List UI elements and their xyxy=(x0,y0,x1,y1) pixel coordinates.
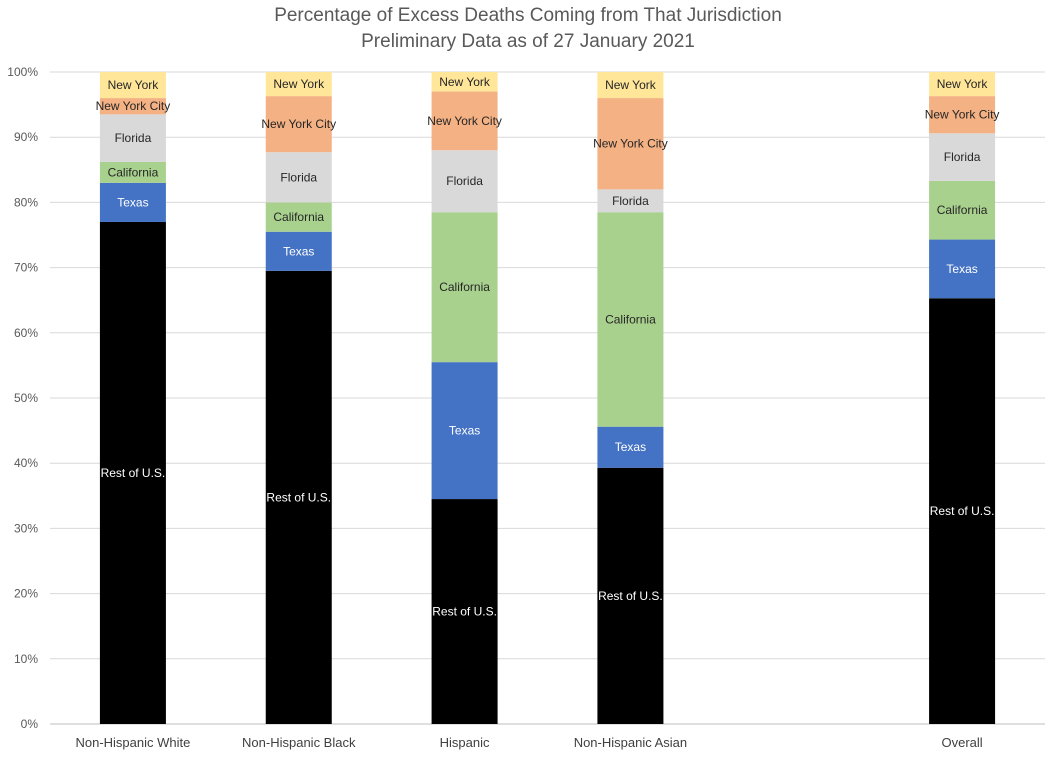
segment-label: California xyxy=(937,203,988,217)
segment-label: Texas xyxy=(615,440,646,454)
segment-label: New York xyxy=(273,77,325,91)
segment-label: Texas xyxy=(283,244,314,258)
segment-label: New York xyxy=(605,78,657,92)
segment-label: Rest of U.S. xyxy=(598,589,663,603)
bars: Rest of U.S. Texas California Florida New Yo… xyxy=(96,72,1000,724)
bar-segment xyxy=(99,161,166,183)
bar-segment xyxy=(597,98,664,190)
bar-segment xyxy=(597,189,664,213)
bar-segment xyxy=(431,362,498,500)
bar-segment xyxy=(929,96,996,134)
y-tick-label: 10% xyxy=(14,652,38,666)
x-axis-categories: Non-Hispanic White Non-Hispanic Black Hisp… xyxy=(75,735,982,750)
x-category-label: Non-Hispanic Black xyxy=(242,735,356,750)
bar-segment xyxy=(265,152,332,203)
y-tick-label: 20% xyxy=(14,587,38,601)
segment-label: Florida xyxy=(944,150,981,164)
bar-segment xyxy=(99,98,166,115)
bar-segment xyxy=(265,202,332,232)
bar-stack: Rest of U.S. Texas California Florida New Yo… xyxy=(427,72,502,724)
bar-segment xyxy=(597,426,664,468)
bar-segment xyxy=(431,91,498,151)
segment-label: Rest of U.S. xyxy=(101,466,166,480)
bar-segment xyxy=(597,72,664,99)
y-tick-label: 50% xyxy=(14,391,38,405)
y-tick-label: 30% xyxy=(14,521,38,535)
x-category-label: Non-Hispanic White xyxy=(75,735,190,750)
chart-title: Percentage of Excess Deaths Coming from … xyxy=(274,5,782,26)
x-category-label: Overall xyxy=(941,735,982,750)
bar-segment xyxy=(99,72,166,99)
bar-segment xyxy=(431,150,498,213)
bar-segment xyxy=(929,239,996,299)
segment-label: California xyxy=(605,312,656,326)
segment-label: Florida xyxy=(115,131,152,145)
bar-segment xyxy=(431,212,498,363)
segment-label: Florida xyxy=(446,174,483,188)
bar-segment xyxy=(929,72,996,97)
bar-stack: Rest of U.S. Texas California Florida New Yo… xyxy=(96,72,171,724)
bar-segment xyxy=(431,72,498,92)
bar-stack: Rest of U.S. Texas California Florida New Yo… xyxy=(593,72,668,724)
bar-segment xyxy=(99,182,166,222)
bar-segment xyxy=(431,499,498,724)
segment-label: Florida xyxy=(612,194,649,208)
segment-label: Rest of U.S. xyxy=(432,605,497,619)
bar-segment xyxy=(265,231,332,271)
gridlines xyxy=(50,71,1045,725)
y-tick-label: 40% xyxy=(14,456,38,470)
segment-label: New York City xyxy=(925,108,1000,122)
x-category-label: Hispanic xyxy=(440,735,490,750)
segment-label: Rest of U.S. xyxy=(930,504,995,518)
bar-segment xyxy=(597,467,664,724)
bar-segment xyxy=(265,72,332,97)
segment-label: Texas xyxy=(449,424,480,438)
bar-segment xyxy=(99,221,166,724)
y-tick-label: 80% xyxy=(14,195,38,209)
segment-label: Texas xyxy=(117,195,148,209)
segment-label: California xyxy=(273,210,324,224)
y-tick-label: 60% xyxy=(14,326,38,340)
segment-label: New York City xyxy=(427,114,502,128)
bar-segment xyxy=(265,96,332,153)
segment-label: California xyxy=(108,165,159,179)
segment-label: New York xyxy=(439,75,491,89)
bar-stack: Rest of U.S. Texas California Florida New Yo… xyxy=(261,72,336,724)
y-tick-label: 100% xyxy=(7,65,38,79)
bar-segment xyxy=(929,180,996,240)
segment-label: New York City xyxy=(261,117,336,131)
bar-segment xyxy=(929,133,996,181)
segment-label: New York City xyxy=(593,137,668,151)
bar-stack: Rest of U.S. Texas California Florida New Yo… xyxy=(925,72,1000,724)
segment-label: Florida xyxy=(280,170,317,184)
bar-segment xyxy=(99,114,166,162)
segment-label: New York xyxy=(108,78,160,92)
segment-label: New York City xyxy=(96,99,171,113)
segment-label: California xyxy=(439,280,490,294)
segment-label: New York xyxy=(937,77,989,91)
y-tick-label: 70% xyxy=(14,261,38,275)
chart-subtitle: Preliminary Data as of 27 January 2021 xyxy=(361,31,695,52)
bar-segment xyxy=(265,270,332,724)
x-category-label: Non-Hispanic Asian xyxy=(574,735,687,750)
y-tick-label: 0% xyxy=(21,717,39,731)
segment-label: Rest of U.S. xyxy=(266,490,331,504)
y-axis-ticks: 0% 10% 20% 30% 40% 50% 60% 70% 80% 90% 100% xyxy=(7,65,38,731)
bar-segment xyxy=(597,212,664,427)
y-tick-label: 90% xyxy=(14,130,38,144)
segment-label: Texas xyxy=(946,262,977,276)
bar-segment xyxy=(929,298,996,724)
